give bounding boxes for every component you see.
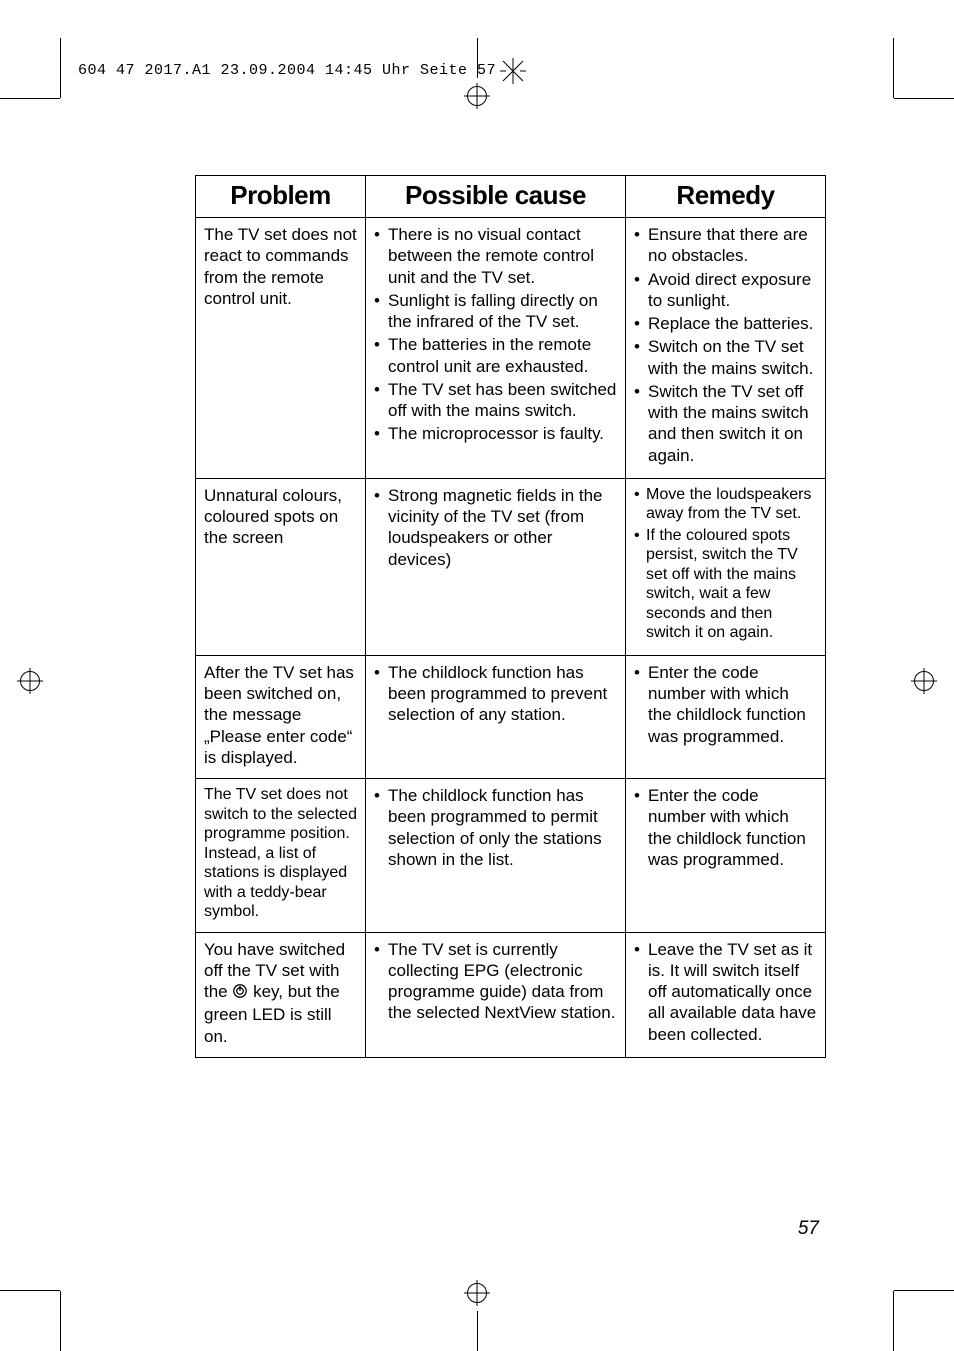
problem-cell: The TV set does not switch to the select… [196,779,366,933]
cause-cell: Strong magnetic fields in the vicinity o… [366,478,626,655]
list-item: Move the loudspeakers away from the TV s… [634,485,817,524]
remedy-list: Enter the code number with which the chi… [634,785,817,870]
crop-mark [0,98,60,99]
list-item: There is no visual contact between the r… [374,224,617,288]
page: 604 47 2017.A1 23.09.2004 14:45 Uhr Seit… [0,0,954,1351]
list-item: The TV set is currently collecting EPG (… [374,939,617,1024]
crop-mark [60,38,61,98]
crop-mark [0,1290,60,1291]
list-item: Replace the batteries. [634,313,817,334]
crop-mark [893,38,894,98]
problem-text: Unnatural colours, coloured spots on the… [204,486,342,548]
remedy-list: Move the loudspeakers away from the TV s… [634,485,817,643]
registration-mark [467,86,487,106]
problem-text: The TV set does not switch to the select… [204,786,357,920]
crop-mark [894,1290,954,1291]
col-header-remedy: Remedy [626,176,826,218]
cause-list: The childlock function has been programm… [374,662,617,726]
list-item: Switch the TV set off with the mains swi… [634,381,817,466]
remedy-cell: Move the loudspeakers away from the TV s… [626,478,826,655]
cause-list: The TV set is currently collecting EPG (… [374,939,617,1024]
list-item: The microprocessor is faulty. [374,423,617,444]
table-row: After the TV set has been switched on, t… [196,655,826,778]
list-item: Enter the code number with which the chi… [634,662,817,747]
problem-cell: The TV set does not react to commands fr… [196,218,366,479]
content-area: Problem Possible cause Remedy The TV set… [195,175,825,1058]
col-header-cause: Possible cause [366,176,626,218]
crop-mark [893,1291,894,1351]
table-row: Unnatural colours, coloured spots on the… [196,478,826,655]
cause-cell: The childlock function has been programm… [366,779,626,933]
cause-list: Strong magnetic fields in the vicinity o… [374,485,617,570]
remedy-cell: Enter the code number with which the chi… [626,779,826,933]
problem-cell: Unnatural colours, coloured spots on the… [196,478,366,655]
collate-mark-icon [500,58,526,84]
registration-mark [914,671,934,691]
crop-mark [477,1311,478,1351]
table-row: You have switched off the TV set with th… [196,932,826,1057]
problem-text: After the TV set has been switched on, t… [204,663,354,767]
list-item: Enter the code number with which the chi… [634,785,817,870]
list-item: If the coloured spots persist, switch th… [634,526,817,643]
cause-cell: The TV set is currently collecting EPG (… [366,932,626,1057]
remedy-cell: Ensure that there are no obstacles. Avoi… [626,218,826,479]
problem-cell: After the TV set has been switched on, t… [196,655,366,778]
remedy-cell: Leave the TV set as it is. It will switc… [626,932,826,1057]
print-slugline: 604 47 2017.A1 23.09.2004 14:45 Uhr Seit… [78,62,496,79]
table-header-row: Problem Possible cause Remedy [196,176,826,218]
power-key-icon [232,983,248,1004]
remedy-list: Ensure that there are no obstacles. Avoi… [634,224,817,466]
table-row: The TV set does not switch to the select… [196,779,826,933]
troubleshooting-table: Problem Possible cause Remedy The TV set… [195,175,826,1058]
list-item: Sunlight is falling directly on the infr… [374,290,617,333]
registration-mark [20,671,40,691]
remedy-cell: Enter the code number with which the chi… [626,655,826,778]
list-item: The childlock function has been programm… [374,785,617,870]
cause-cell: There is no visual contact between the r… [366,218,626,479]
cause-list: The childlock function has been programm… [374,785,617,870]
list-item: Leave the TV set as it is. It will switc… [634,939,817,1045]
list-item: The batteries in the remote control unit… [374,334,617,377]
list-item: Avoid direct exposure to sunlight. [634,269,817,312]
cause-list: There is no visual contact between the r… [374,224,617,445]
page-number: 57 [798,1218,819,1240]
list-item: The TV set has been switched off with th… [374,379,617,422]
list-item: The childlock function has been programm… [374,662,617,726]
list-item: Switch on the TV set with the mains swit… [634,336,817,379]
cause-cell: The childlock function has been programm… [366,655,626,778]
table-row: The TV set does not react to commands fr… [196,218,826,479]
remedy-list: Enter the code number with which the chi… [634,662,817,747]
registration-mark [467,1283,487,1303]
remedy-list: Leave the TV set as it is. It will switc… [634,939,817,1045]
col-header-problem: Problem [196,176,366,218]
problem-text: The TV set does not react to commands fr… [204,225,357,308]
crop-mark [60,1291,61,1351]
crop-mark [894,98,954,99]
problem-cell: You have switched off the TV set with th… [196,932,366,1057]
list-item: Ensure that there are no obstacles. [634,224,817,267]
list-item: Strong magnetic fields in the vicinity o… [374,485,617,570]
